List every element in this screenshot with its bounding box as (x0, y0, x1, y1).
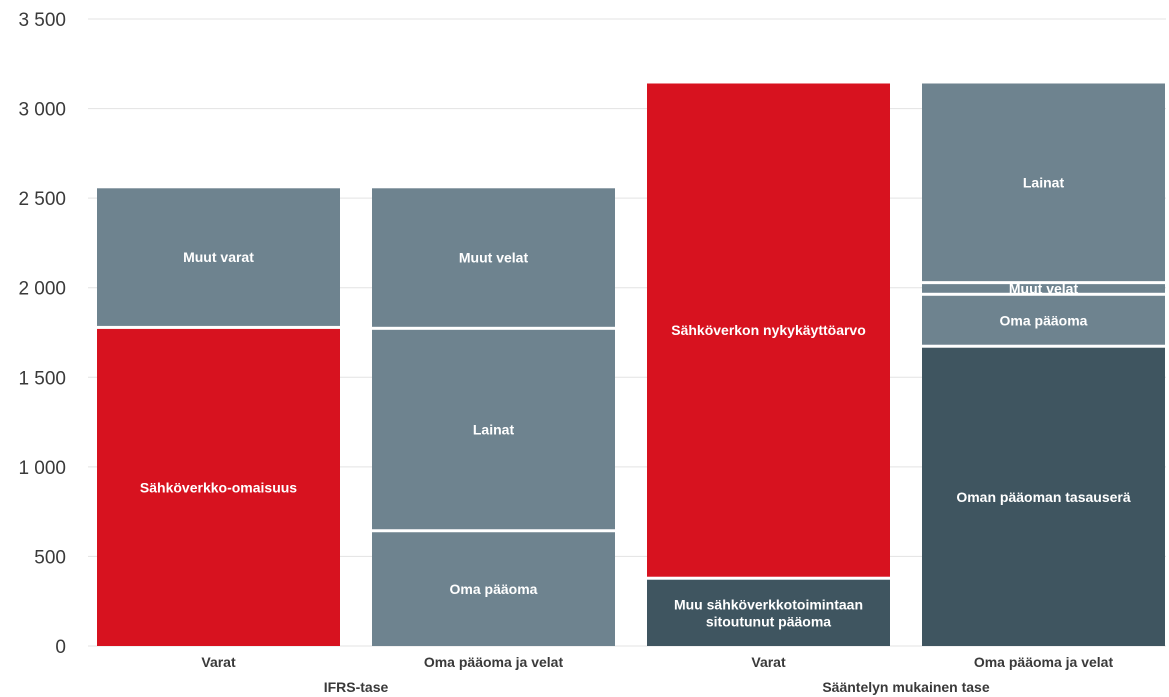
segment-label: Sähköverkon nykykäyttöarvo (671, 322, 866, 338)
bars (97, 83, 1165, 646)
bar-segment (372, 532, 615, 646)
x-axis: Varat Oma pääoma ja velat Varat Oma pääoma … (201, 654, 1113, 695)
x-group-label: Sääntelyn mukainen tase (822, 679, 990, 695)
segment-label: Oman pääoman tasauserä (956, 489, 1131, 505)
bar-segment (647, 579, 890, 646)
segment-label: Muut velat (1009, 280, 1079, 296)
x-category-label: Oma pääoma ja velat (424, 654, 564, 670)
y-tick-label: 3 500 (18, 10, 66, 31)
x-category-label: Oma pääoma ja velat (974, 654, 1114, 670)
x-category-label: Varat (201, 654, 236, 670)
y-tick-label: 2 500 (18, 189, 66, 210)
segment-label: Lainat (473, 422, 515, 438)
segment-label: Muut velat (459, 250, 529, 266)
bar-segment (922, 83, 1165, 282)
segment-label: Sähköverkko-omaisuus (140, 479, 297, 495)
y-tick-label: 500 (34, 547, 66, 568)
segment-label: Muut varat (183, 249, 254, 265)
y-tick-label: 2 000 (18, 279, 66, 300)
x-category-label: Varat (751, 654, 786, 670)
bar-segment (97, 188, 340, 326)
y-axis: 0 500 1 000 1 500 2 000 2 500 3 000 3 500 (18, 10, 66, 658)
bar-segment (922, 284, 1165, 293)
segment-label: Lainat (1023, 174, 1065, 190)
y-tick-label: 0 (55, 637, 66, 658)
segment-label: Oma pääoma (1000, 312, 1088, 328)
segment-label: Muu sähköverkkotoimintaan sitoutunut pääo… (674, 596, 863, 629)
segment-label: Oma pääoma (450, 581, 538, 597)
bar-segment (372, 329, 615, 530)
y-tick-label: 1 500 (18, 368, 66, 389)
y-tick-label: 3 000 (18, 100, 66, 121)
bar-segment (922, 295, 1165, 345)
x-group-label: IFRS-tase (324, 679, 389, 695)
bar-segment (97, 328, 340, 646)
bar-segment (647, 83, 890, 577)
y-tick-label: 1 000 (18, 458, 66, 479)
segment-labels: Sähköverkko-omaisuus Muut varat Oma pääoma… (140, 174, 1131, 629)
bar-segment (922, 347, 1165, 646)
bar-segment (372, 188, 615, 327)
